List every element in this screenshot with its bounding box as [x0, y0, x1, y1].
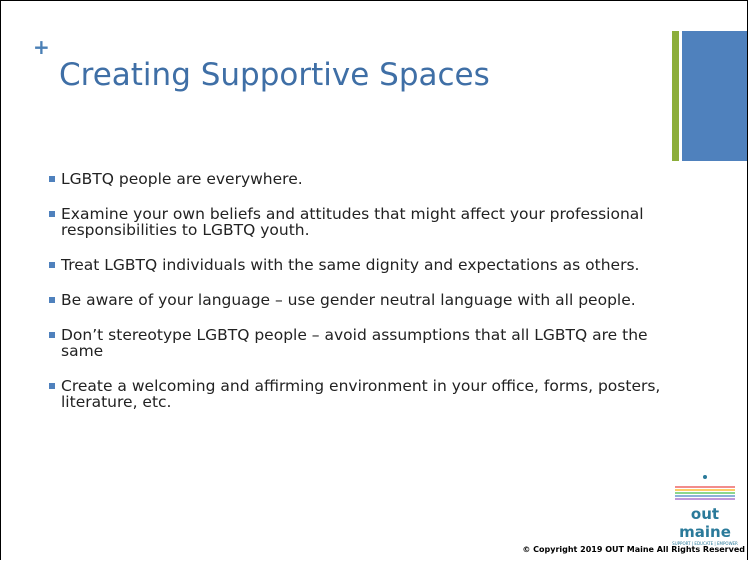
bullet: Examine your own beliefs and attitudes t…: [49, 206, 669, 238]
copyright: © Copyright 2019 OUT Maine All Rights Re…: [522, 545, 745, 554]
title: Creating Supportive Spaces: [59, 57, 490, 93]
accent-block: [682, 31, 747, 161]
bullet: Don’t stereotype LGBTQ people – avoid as…: [49, 327, 669, 359]
plus: +: [33, 35, 50, 59]
logo-graphic: [675, 475, 735, 500]
logo-name: out maine: [679, 505, 731, 541]
bullet: Be aware of your language – use gender n…: [49, 292, 669, 308]
logo-tagline: SUPPORT | EDUCATE | EMPOWER: [672, 541, 738, 546]
bullet: LGBTQ people are everywhere.: [49, 171, 669, 187]
bullet-list: LGBTQ people are everywhere. Examine your…: [49, 171, 669, 429]
bullet: Create a welcoming and affirming environ…: [49, 378, 669, 410]
accent-bar: [672, 31, 679, 161]
logo: out maine SUPPORT | EDUCATE | EMPOWER: [665, 471, 745, 546]
bullet: Treat LGBTQ individuals with the same di…: [49, 257, 669, 273]
